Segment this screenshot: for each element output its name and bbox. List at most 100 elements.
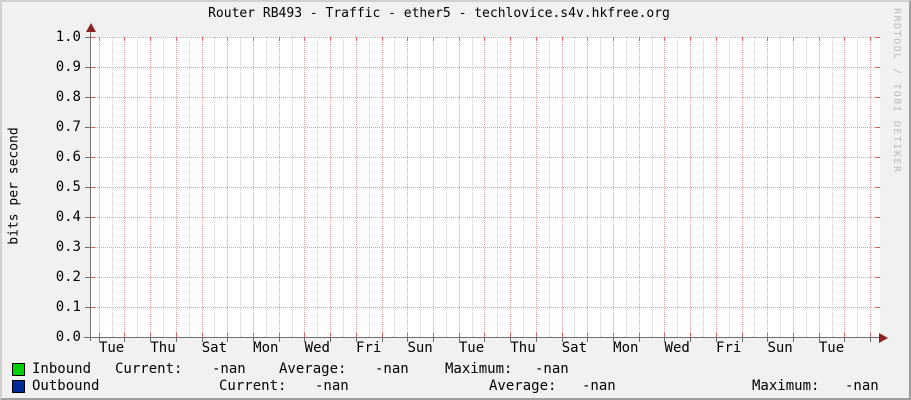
x-axis-tick [150,338,152,342]
grid-minor-vline [728,37,730,337]
legend-maximum-value: -nan [845,378,879,394]
y-axis-tick [85,337,90,338]
y-axis-tick [85,277,90,278]
grid-vline-top-cap [175,37,177,41]
y-tick-label: 0.0 [55,329,81,345]
x-axis-tick [278,338,280,342]
grid-major-vline [638,37,640,337]
grid-vline-top-cap [613,37,614,41]
x-tick-label: Tue [818,340,845,356]
grid-major-vline [664,37,666,337]
y-tick-label: 0.3 [55,239,81,255]
grid-major-vline [741,37,743,337]
grid-hline-right-cap [875,277,880,278]
grid-minor-vline [368,37,370,337]
x-axis-tick [793,338,794,342]
x-axis-tick [458,338,460,342]
grid-minor-vline [651,37,653,337]
grid-vline-bottom-cap [201,333,203,337]
grid-major-vline [870,37,872,337]
grid-vline-top-cap [458,37,460,41]
grid-minor-vline [343,37,344,337]
grid-minor-vline [831,37,833,337]
grid-major-vline [227,37,229,337]
grid-hline-left-cap [90,157,95,158]
x-axis-tick [484,338,486,342]
grid-vline-bottom-cap [767,333,769,337]
x-axis-tick [767,338,769,342]
grid-vline-top-cap [844,37,846,41]
y-axis-tick [85,307,90,308]
x-axis-tick [535,338,537,342]
grid-hline-right-cap [875,307,880,308]
grid-vline-top-cap [535,37,537,41]
grid-hline-left-cap [90,67,95,68]
x-tick-label: Fri [356,340,382,356]
grid-vline-bottom-cap [330,333,332,337]
grid-vline-bottom-cap [433,333,434,337]
y-tick-label: 0.4 [55,209,81,225]
grid-minor-vline [574,37,576,337]
x-axis-tick [98,338,100,342]
grid-minor-vline [780,37,782,337]
grid-vline-bottom-cap [587,333,589,337]
grid-major-vline [690,37,692,337]
grid-major-vline [355,37,357,337]
y-axis-tick [85,37,90,38]
x-tick-label: Mon [613,340,639,356]
grid-major-vline [510,37,512,337]
grid-minor-vline [137,37,139,337]
x-axis-tick [407,338,409,342]
x-tick-label: Sun [767,340,793,356]
legend-maximum-label: Maximum: [445,361,513,377]
x-axis-tick [818,338,820,342]
grid-major-vline [253,37,254,337]
grid-minor-vline [265,37,267,337]
grid-vline-bottom-cap [175,333,177,337]
grid-vline-top-cap [767,37,769,41]
grid-hline-left-cap [90,97,95,98]
grid-vline-bottom-cap [98,333,100,337]
grid-major-vline [535,37,537,337]
grid-vline-top-cap [278,37,280,41]
x-tick-label: Tue [458,340,485,356]
y-tick-label: 0.6 [55,149,81,165]
grid-hline-right-cap [875,217,880,218]
x-tick-label: Wed [304,340,330,356]
grid-vline-top-cap [253,37,254,41]
grid-vline-top-cap [818,37,820,41]
y-axis-arrow-icon [86,23,96,32]
x-tick-label: Sun [407,340,433,356]
grid-major-vline [484,37,486,337]
grid-minor-vline [497,37,499,337]
x-tick-label: Sat [561,340,588,356]
grid-vline-bottom-cap [613,333,614,337]
grid-vline-bottom-cap [870,333,872,337]
x-axis-tick [690,338,692,342]
y-tick-label: 0.5 [55,179,81,195]
grid-hline-right-cap [875,97,880,98]
x-axis-tick [870,338,872,342]
legend-row-outbound: Outbound Current: -nan Average: -nan Max… [2,379,911,395]
x-axis-tick [355,338,357,342]
x-axis-tick [613,338,614,342]
grid-minor-vline [240,37,242,337]
grid-minor-vline [317,37,319,337]
grid-vline-bottom-cap [381,333,383,337]
x-axis-tick [741,338,743,342]
grid-vline-top-cap [355,37,357,41]
grid-minor-vline [471,37,473,337]
grid-vline-bottom-cap [664,333,666,337]
grid-hline-left-cap [90,247,95,248]
x-axis-tick [664,338,666,342]
x-axis-tick [124,338,126,342]
grid-vline-bottom-cap [304,333,306,337]
x-axis-tick [561,338,563,342]
y-tick-label: 0.7 [55,119,81,135]
grid-major-vline [124,37,126,337]
grid-vline-bottom-cap [793,333,794,337]
x-axis-arrow-icon [879,333,888,343]
grid-major-vline [278,37,280,337]
x-tick-label: Tue [98,340,125,356]
